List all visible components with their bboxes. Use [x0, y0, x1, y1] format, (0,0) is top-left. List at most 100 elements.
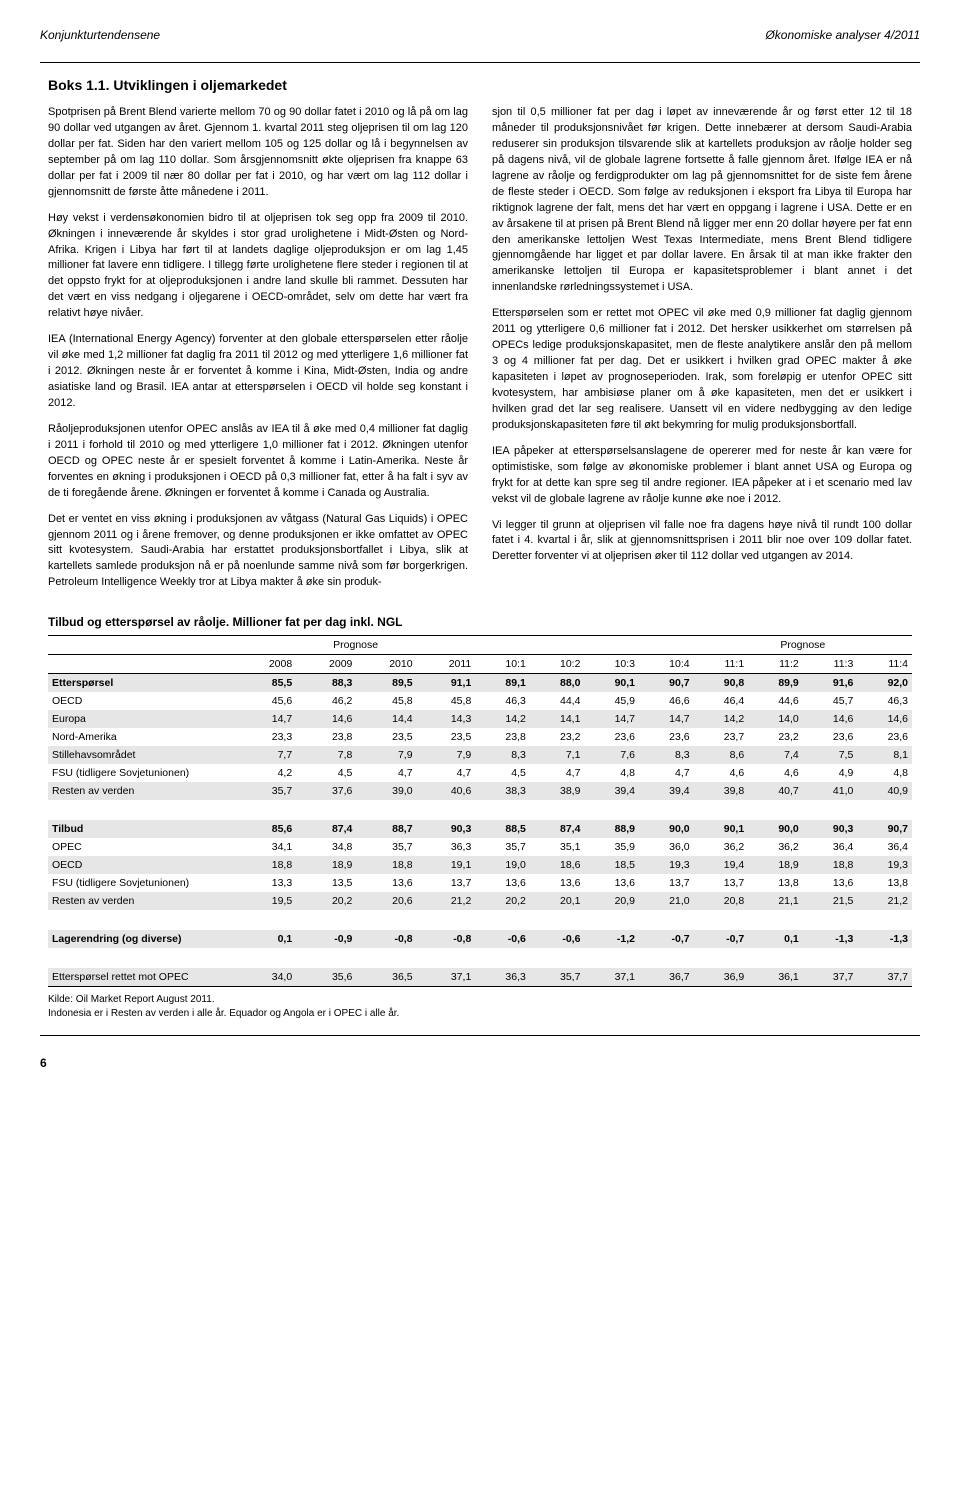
prognose-header-1: Prognose	[236, 636, 475, 655]
cell: 90,8	[694, 674, 749, 693]
cell: 36,0	[639, 838, 694, 856]
row-label: Europa	[48, 710, 236, 728]
row-label: Tilbud	[48, 820, 236, 838]
header-right: Økonomiske analyser 4/2011	[765, 28, 920, 42]
cell: -0,6	[530, 930, 585, 948]
cell: 13,7	[694, 874, 749, 892]
cell: 89,9	[748, 674, 803, 693]
cell: 14,0	[748, 710, 803, 728]
box-title: Boks 1.1. Utviklingen i oljemarkedet	[48, 77, 912, 93]
cell: 18,9	[296, 856, 356, 874]
cell: 7,7	[236, 746, 296, 764]
cell: 8,6	[694, 746, 749, 764]
cell: -0,8	[417, 930, 476, 948]
cell: 18,6	[530, 856, 585, 874]
paragraph: Råoljeproduksjonen utenfor OPEC anslås a…	[48, 422, 468, 502]
cell: 34,0	[236, 968, 296, 987]
cell: 20,6	[356, 892, 416, 910]
paragraph: Høy vekst i verdensøkonomien bidro til a…	[48, 211, 468, 323]
cell: 7,9	[417, 746, 476, 764]
cell: 13,6	[584, 874, 639, 892]
left-column: Spotprisen på Brent Blend varierte mello…	[48, 105, 468, 601]
cell: 92,0	[857, 674, 912, 693]
table-title: Tilbud og etterspørsel av råolje. Millio…	[48, 615, 912, 629]
cell: 37,7	[857, 968, 912, 987]
cell: 23,7	[694, 728, 749, 746]
cell: 19,4	[694, 856, 749, 874]
cell: 4,8	[584, 764, 639, 782]
cell: 4,5	[475, 764, 530, 782]
paragraph: Spotprisen på Brent Blend varierte mello…	[48, 105, 468, 201]
cell: 85,5	[236, 674, 296, 693]
cell: 7,4	[748, 746, 803, 764]
cell: 40,7	[748, 782, 803, 800]
cell: -0,7	[694, 930, 749, 948]
column-header: 2010	[356, 655, 416, 674]
cell: 40,9	[857, 782, 912, 800]
cell: 35,7	[356, 838, 416, 856]
cell: 14,6	[296, 710, 356, 728]
cell: 46,3	[857, 692, 912, 710]
cell: 36,5	[356, 968, 416, 987]
cell: 4,8	[857, 764, 912, 782]
cell: 41,0	[803, 782, 858, 800]
cell: 90,0	[639, 820, 694, 838]
cell: 45,9	[584, 692, 639, 710]
right-column: sjon til 0,5 millioner fat per dag i løp…	[492, 105, 912, 601]
cell: 4,6	[694, 764, 749, 782]
cell: 90,3	[417, 820, 476, 838]
cell: 36,3	[475, 968, 530, 987]
cell: 36,4	[803, 838, 858, 856]
cell: 36,9	[694, 968, 749, 987]
cell: 89,5	[356, 674, 416, 693]
cell: 90,3	[803, 820, 858, 838]
row-label: OECD	[48, 856, 236, 874]
cell: 34,8	[296, 838, 356, 856]
prognose-header-2: Prognose	[694, 636, 912, 655]
cell: 89,1	[475, 674, 530, 693]
cell: 35,7	[236, 782, 296, 800]
cell: 36,2	[748, 838, 803, 856]
cell: 4,7	[530, 764, 585, 782]
table-row: FSU (tidligere Sovjetunionen)4,24,54,74,…	[48, 764, 912, 782]
cell: 39,4	[639, 782, 694, 800]
cell: 35,1	[530, 838, 585, 856]
cell: 37,1	[584, 968, 639, 987]
paragraph: Vi legger til grunn at oljeprisen vil fa…	[492, 518, 912, 566]
cell: 90,7	[857, 820, 912, 838]
cell: 8,3	[475, 746, 530, 764]
column-header: 2011	[417, 655, 476, 674]
paragraph: Etterspørselen som er rettet mot OPEC vi…	[492, 306, 912, 434]
cell: 87,4	[530, 820, 585, 838]
column-header	[48, 655, 236, 674]
cell: 23,8	[296, 728, 356, 746]
cell: -1,2	[584, 930, 639, 948]
cell: 18,8	[803, 856, 858, 874]
column-header: 10:1	[475, 655, 530, 674]
row-label: OECD	[48, 692, 236, 710]
cell: 0,1	[748, 930, 803, 948]
cell: 23,6	[857, 728, 912, 746]
column-header: 10:2	[530, 655, 585, 674]
cell: 18,8	[356, 856, 416, 874]
cell: 46,3	[475, 692, 530, 710]
table-footnotes: Kilde: Oil Market Report August 2011.Ind…	[48, 993, 912, 1021]
cell: 44,6	[748, 692, 803, 710]
cell: 88,9	[584, 820, 639, 838]
cell: 14,7	[639, 710, 694, 728]
cell: 14,4	[356, 710, 416, 728]
cell: 34,1	[236, 838, 296, 856]
table-row: Nord-Amerika23,323,823,523,523,823,223,6…	[48, 728, 912, 746]
cell: 7,6	[584, 746, 639, 764]
cell: 4,7	[417, 764, 476, 782]
cell: 13,6	[475, 874, 530, 892]
cell: 46,2	[296, 692, 356, 710]
cell: 45,7	[803, 692, 858, 710]
cell: 36,7	[639, 968, 694, 987]
cell: 37,1	[417, 968, 476, 987]
page-number: 6	[40, 1056, 920, 1070]
column-header: 11:2	[748, 655, 803, 674]
table-row: Resten av verden19,520,220,621,220,220,1…	[48, 892, 912, 910]
cell: 13,7	[417, 874, 476, 892]
cell: 35,7	[530, 968, 585, 987]
